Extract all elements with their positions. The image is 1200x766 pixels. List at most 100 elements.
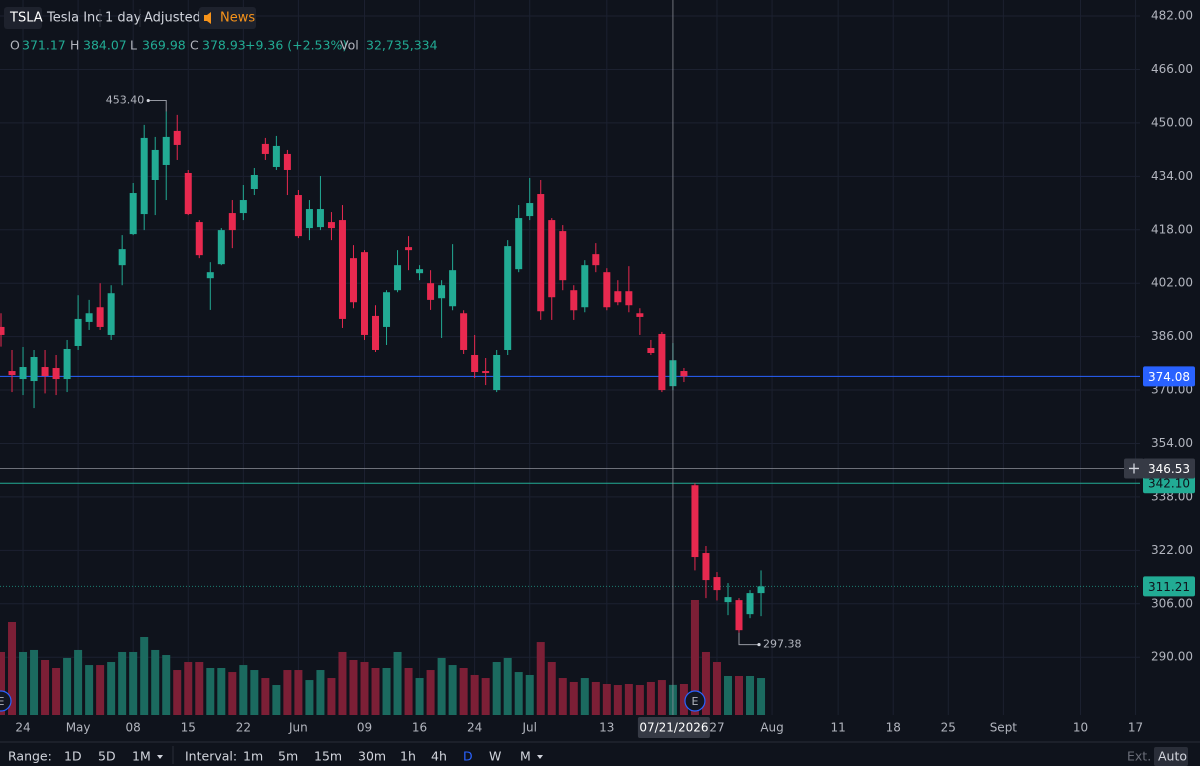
interval-button[interactable]: 15m [314, 749, 342, 764]
x-tick-label: 17 [1128, 721, 1143, 735]
dropdown-arrow[interactable] [157, 755, 163, 759]
volume-bar [657, 680, 666, 715]
volume-bar [294, 670, 303, 715]
y-tick-label: 434.00 [1151, 169, 1193, 183]
candle-body [383, 292, 391, 327]
candle-body [338, 220, 346, 319]
candle-body [493, 354, 501, 391]
volume-bar [19, 651, 28, 715]
volume-bar [459, 667, 468, 715]
ext-button[interactable]: Ext. [1127, 749, 1151, 764]
crosshair-date: 07/21/2026 [639, 721, 708, 735]
range-button[interactable]: 5D [98, 749, 116, 764]
news-chip[interactable] [199, 7, 256, 29]
range-button[interactable]: 1M [132, 749, 151, 764]
x-tick-label: Jul [521, 721, 536, 735]
candle-body [63, 348, 71, 380]
volume-bar [404, 667, 413, 715]
range-button[interactable]: 1D [64, 749, 82, 764]
volume-bar [536, 642, 545, 715]
x-tick-label: 18 [886, 721, 901, 735]
candle-body [537, 194, 545, 312]
volume-bar [701, 651, 710, 715]
volume-bar [305, 680, 314, 715]
dropdown-arrow[interactable] [537, 755, 543, 759]
volume-bar [63, 657, 72, 715]
candle-body [140, 137, 148, 215]
volume-bar [569, 681, 578, 715]
x-tick-label: 22 [236, 721, 251, 735]
x-tick-label: 13 [599, 721, 614, 735]
volume-bar [723, 675, 732, 715]
auto-button[interactable]: Auto [1158, 749, 1187, 764]
volume-bar [228, 672, 237, 715]
volume-bar [283, 670, 292, 715]
interval-button[interactable]: 4h [431, 749, 447, 764]
interval-button[interactable]: M [520, 749, 531, 764]
x-tick-label: 09 [357, 721, 372, 735]
volume-bar [261, 678, 270, 715]
x-tick-label: Sept [990, 721, 1018, 735]
volume-bar [746, 675, 755, 715]
price-badge-label: 311.21 [1148, 580, 1190, 594]
range-label: Range: [8, 749, 52, 764]
volume-bar [426, 670, 435, 715]
event-marker[interactable] [684, 690, 706, 712]
volume-bar [635, 685, 644, 715]
volume-bar [338, 651, 347, 715]
candle-body [228, 213, 236, 231]
volume-bar [85, 665, 94, 715]
symbol-chip[interactable] [4, 7, 42, 29]
candle-body [724, 597, 732, 603]
event-label: E [691, 695, 698, 708]
price-badge [1143, 458, 1195, 479]
volume-bar [151, 649, 160, 715]
interval-button[interactable]: 5m [278, 749, 298, 764]
y-tick-label: 386.00 [1151, 329, 1193, 343]
volume-bar [712, 662, 721, 715]
y-tick-label: 354.00 [1151, 436, 1193, 450]
news[interactable]: News [220, 11, 255, 26]
interval-button[interactable]: 30m [358, 749, 386, 764]
candle-body [526, 203, 534, 217]
company-name: Tesla Inc [46, 11, 102, 26]
interval-button[interactable]: 1h [400, 749, 416, 764]
candle-body [0, 326, 5, 335]
volume-bar [514, 672, 523, 715]
candle-body [30, 356, 38, 382]
auto-button-bg[interactable] [1154, 747, 1188, 766]
price-badge-label: 374.08 [1148, 370, 1190, 384]
volume-bar [162, 655, 171, 715]
candle-body [372, 315, 380, 350]
interval-button[interactable]: 1m [243, 749, 263, 764]
volume-bar [382, 667, 391, 715]
volume-bar [74, 649, 83, 715]
y-tick-label: 450.00 [1151, 115, 1193, 129]
candle-body [757, 586, 765, 594]
legend-c-label: C [190, 38, 199, 53]
candle-body [129, 193, 137, 235]
candle-body [239, 200, 247, 214]
event-marker[interactable] [0, 690, 12, 712]
volume-bar [173, 670, 182, 715]
volume-bar [371, 667, 380, 715]
volume-bar [591, 681, 600, 715]
x-tick-label: 11 [830, 721, 845, 735]
interval-chip[interactable]: 1 day [105, 11, 142, 26]
annotation-dot [757, 642, 761, 647]
interval-label: Interval: [185, 749, 237, 764]
candle-body [438, 285, 446, 299]
adjusted-chip[interactable]: Adjusted [144, 11, 201, 26]
interval-button[interactable]: W [489, 749, 501, 764]
volume-bar [492, 662, 501, 715]
volume-bar [393, 651, 402, 715]
candle-body [746, 593, 754, 615]
volume-bar [206, 667, 215, 715]
x-tick-label: 16 [412, 721, 427, 735]
price-badge-label: 346.53 [1148, 462, 1190, 476]
symbol[interactable]: TSLA [9, 11, 43, 26]
interval-button[interactable]: D [463, 749, 473, 764]
volume-bar [558, 678, 567, 715]
volume-bar [107, 662, 116, 715]
